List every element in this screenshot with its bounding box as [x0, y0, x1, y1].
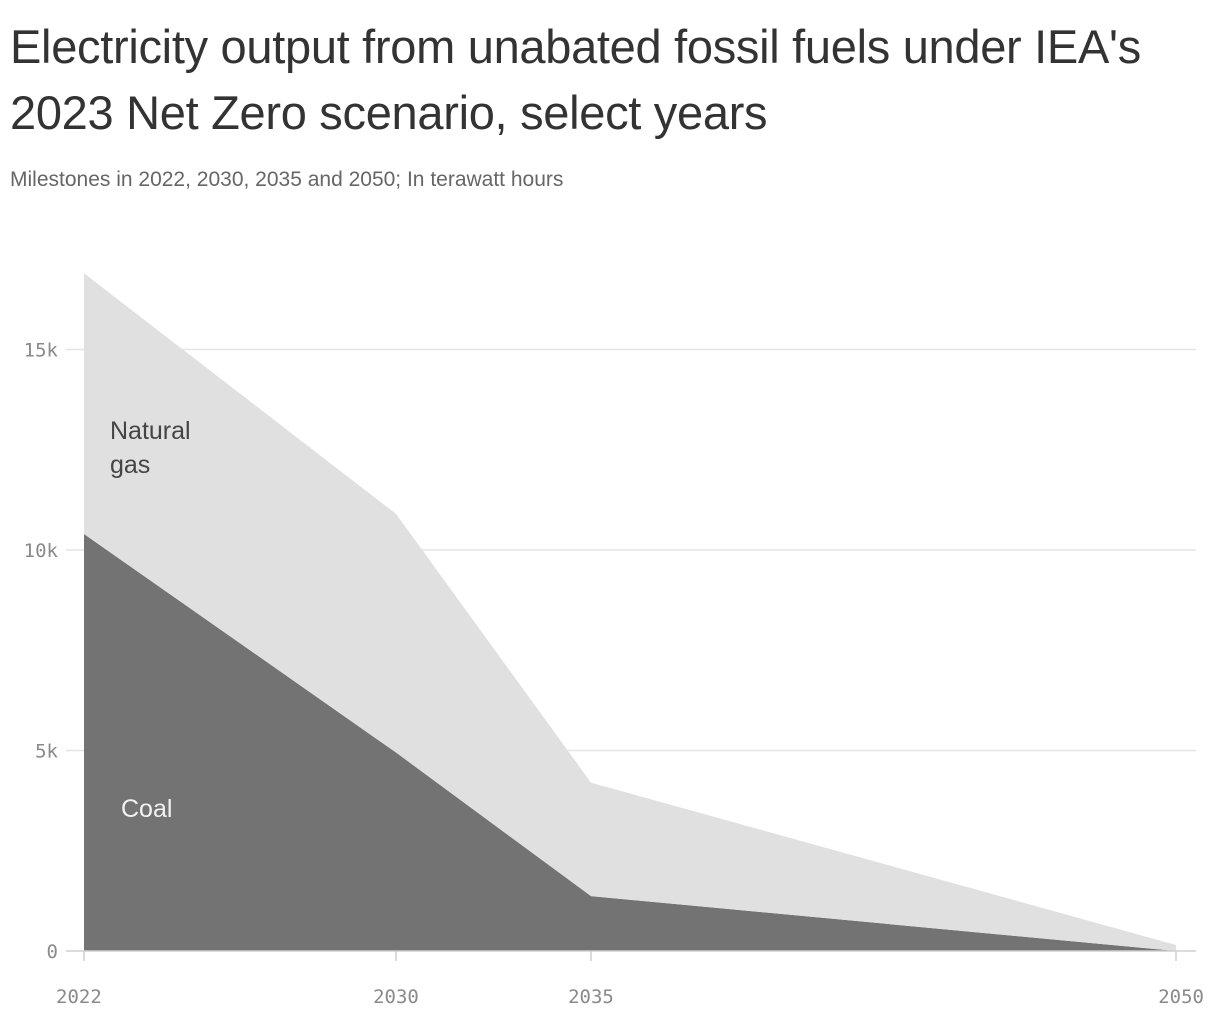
chart-subtitle: Milestones in 2022, 2030, 2035 and 2050;…: [10, 168, 564, 191]
axes: 0 5k 10k 15k 2022 2030 2035 2050: [24, 340, 1204, 1009]
series-label-natural-gas: Natural gas: [110, 417, 191, 479]
x-tick-label: 2035: [568, 986, 614, 1008]
series-labels: Coal Natural gas: [110, 417, 191, 823]
y-tick-label: 5k: [35, 741, 58, 763]
x-tick-label: 2022: [56, 986, 102, 1008]
y-tick-label: 15k: [24, 340, 59, 362]
chart-title: Electricity output from unabated fossil …: [10, 20, 1141, 139]
y-tick-label: 0: [47, 941, 58, 963]
series-label-line: gas: [110, 451, 150, 479]
area-series: [84, 273, 1176, 951]
series-label-line: Natural: [110, 417, 191, 445]
x-tick-label: 2050: [1158, 986, 1204, 1008]
area-coal: [84, 534, 1176, 951]
y-tick-label: 10k: [24, 540, 59, 562]
x-tick-label: 2030: [373, 986, 419, 1008]
series-label-coal: Coal: [121, 795, 172, 823]
area-natural-gas: [84, 273, 1176, 951]
